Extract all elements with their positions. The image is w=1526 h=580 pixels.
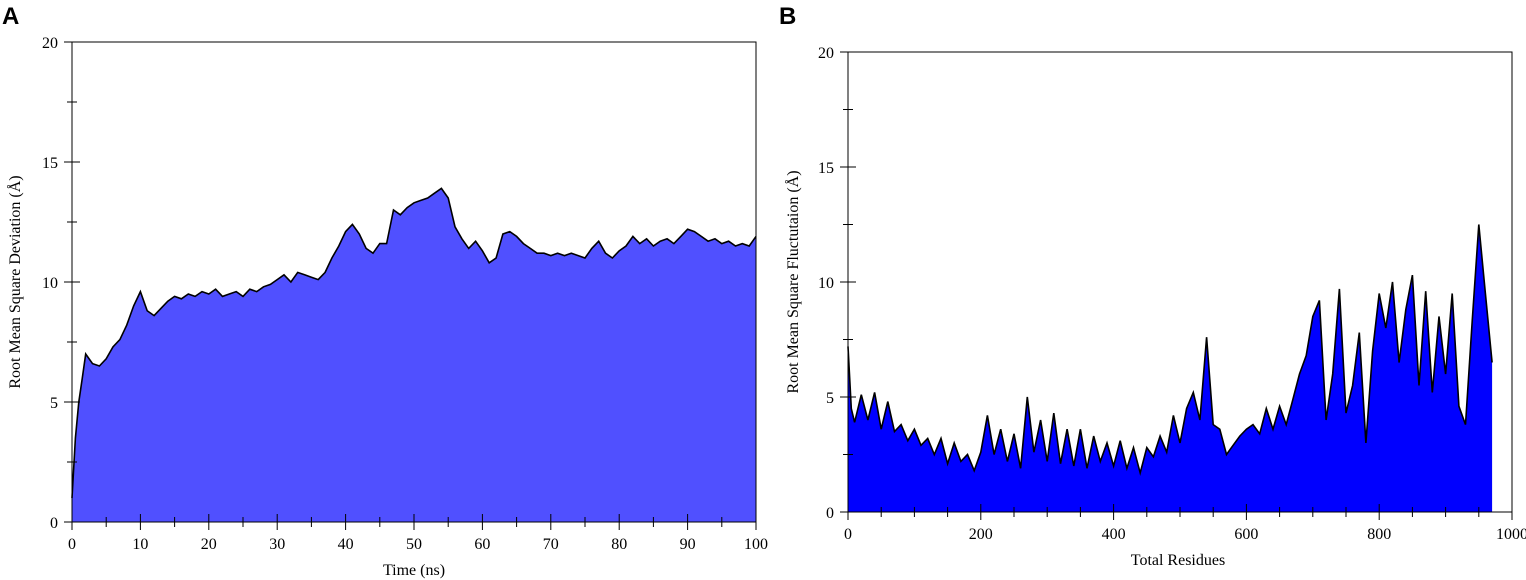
x-tick-label: 40 <box>338 536 354 553</box>
y-tick-label: 20 <box>42 35 58 52</box>
x-tick-label: 0 <box>68 536 76 553</box>
x-tick-label: 800 <box>1367 526 1391 543</box>
x-tick-label: 50 <box>406 536 422 553</box>
y-tick-label: 15 <box>818 160 834 177</box>
x-tick-label: 20 <box>201 536 217 553</box>
y-tick-label: 0 <box>826 505 834 522</box>
y-axis-title-b: Root Mean Square Fluctutaion (Å) <box>784 170 802 393</box>
x-axis-a: 0 10 20 30 40 50 60 70 80 90 100 <box>68 514 768 553</box>
x-tick-label: 100 <box>744 536 768 553</box>
x-tick-label: 60 <box>474 536 490 553</box>
x-tick-label: 400 <box>1102 526 1126 543</box>
x-tick-label: 80 <box>611 536 627 553</box>
y-axis-title-a: Root Mean Square Deviation (Å) <box>6 175 24 388</box>
rmsf-area <box>848 224 1493 512</box>
y-tick-label: 20 <box>818 45 834 62</box>
x-tick-label: 1000 <box>1496 526 1526 543</box>
x-tick-label: 70 <box>543 536 559 553</box>
x-tick-label: 200 <box>969 526 993 543</box>
x-tick-label: 30 <box>269 536 285 553</box>
panel-a: A 0 10 20 30 40 50 60 70 80 90 100 0 5 10 15 20 Time (… <box>2 3 768 579</box>
panel-a-letter: A <box>2 3 19 30</box>
y-axis-a: 0 5 10 15 20 <box>42 35 80 532</box>
y-tick-label: 10 <box>818 275 834 292</box>
x-tick-label: 90 <box>680 536 696 553</box>
y-axis-b: 0 5 10 15 20 <box>818 45 856 522</box>
y-tick-label: 5 <box>50 395 58 412</box>
rmsf-line <box>847 224 1493 477</box>
y-tick-label: 15 <box>42 155 58 172</box>
x-axis-b: 0 200 400 600 800 1000 <box>844 504 1526 543</box>
y-tick-label: 0 <box>50 515 58 532</box>
y-tick-label: 5 <box>826 390 834 407</box>
y-tick-label: 10 <box>42 275 58 292</box>
x-tick-label: 10 <box>132 536 148 553</box>
x-tick-label: 0 <box>844 526 852 543</box>
x-axis-title-a: Time (ns) <box>383 562 445 579</box>
x-tick-label: 600 <box>1234 526 1258 543</box>
panel-b: B 0 200 400 600 800 1000 0 5 10 15 20 Total Resid… <box>779 3 1526 569</box>
x-axis-title-b: Total Residues <box>1131 552 1225 569</box>
panel-b-letter: B <box>779 3 796 30</box>
rmsd-line <box>71 187 757 499</box>
rmsd-area <box>72 188 756 522</box>
